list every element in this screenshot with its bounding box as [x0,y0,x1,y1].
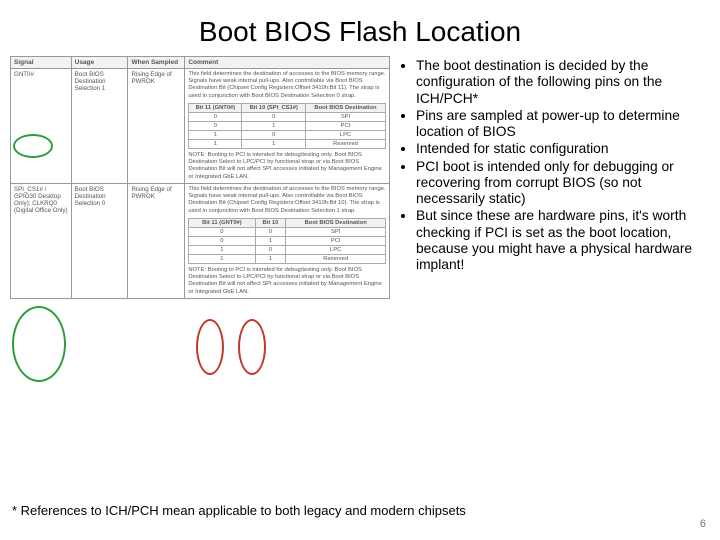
inner-h1: Bit 11 (GNT0#) [189,103,242,112]
right-column: The boot destination is decided by the c… [390,56,696,299]
cell-when: Rising Edge of PWROK [128,183,185,298]
footnote: * References to ICH/PCH mean applicable … [12,503,466,518]
bullet-item: The boot destination is decided by the c… [416,58,696,107]
signal-table: Signal Usage When Sampled Comment GNT0# … [10,56,390,299]
th-signal: Signal [11,57,72,69]
th-comment: Comment [185,57,390,69]
inner-h1: Bit 11 (GNT0#) [189,218,255,227]
inner-h2: Bit 10 (SPI_CS1#) [242,103,306,112]
cell-signal: SPI_CS1# / GPIO30 Desktop Only); CLKRQ0 … [11,183,72,298]
inner-h3: Boot BIOS Destination [286,218,386,227]
bullet-item: Pins are sampled at power-up to determin… [416,108,696,141]
table-header-row: Signal Usage When Sampled Comment [11,57,390,69]
table-row: GNT0# Boot BIOS Destination Selection 1 … [11,69,390,184]
inner-h2: Bit 10 [255,218,286,227]
annotation-circle-signal2 [12,306,66,382]
comment-note: NOTE: Booting to PCI is intended for deb… [188,152,386,181]
cell-signal: GNT0# [11,69,72,184]
annotation-circle-bit10 [238,319,266,375]
bullet-item: But since these are hardware pins, it's … [416,208,696,273]
bullet-item: PCI boot is intended only for debugging … [416,159,696,208]
left-column: Signal Usage When Sampled Comment GNT0# … [10,56,390,299]
inner-table: Bit 11 (GNT0#) Bit 10 Boot BIOS Destinat… [188,218,386,264]
cell-usage: Boot BIOS Destination Selection 1 [71,69,128,184]
comment-text: This field determines the destination of… [188,71,386,100]
bullet-list: The boot destination is decided by the c… [396,58,696,273]
inner-table: Bit 11 (GNT0#) Bit 10 (SPI_CS1#) Boot BI… [188,103,386,149]
table-row: SPI_CS1# / GPIO30 Desktop Only); CLKRQ0 … [11,183,390,298]
cell-when: Rising Edge of PWROK [128,69,185,184]
bullet-item: Intended for static configuration [416,141,696,157]
comment-text: This field determines the destination of… [188,186,386,215]
cell-comment: This field determines the destination of… [185,183,390,298]
cell-usage: Boot BIOS Destination Selection 0 [71,183,128,298]
page-number: 6 [700,518,706,530]
cell-comment: This field determines the destination of… [185,69,390,184]
comment-note: NOTE: Booting to PCI is intended for deb… [188,267,386,296]
content-area: Signal Usage When Sampled Comment GNT0# … [0,56,720,299]
th-when: When Sampled [128,57,185,69]
page-title: Boot BIOS Flash Location [0,0,720,56]
annotation-circle-bit11 [196,319,224,375]
inner-h3: Boot BIOS Destination [305,103,385,112]
th-usage: Usage [71,57,128,69]
